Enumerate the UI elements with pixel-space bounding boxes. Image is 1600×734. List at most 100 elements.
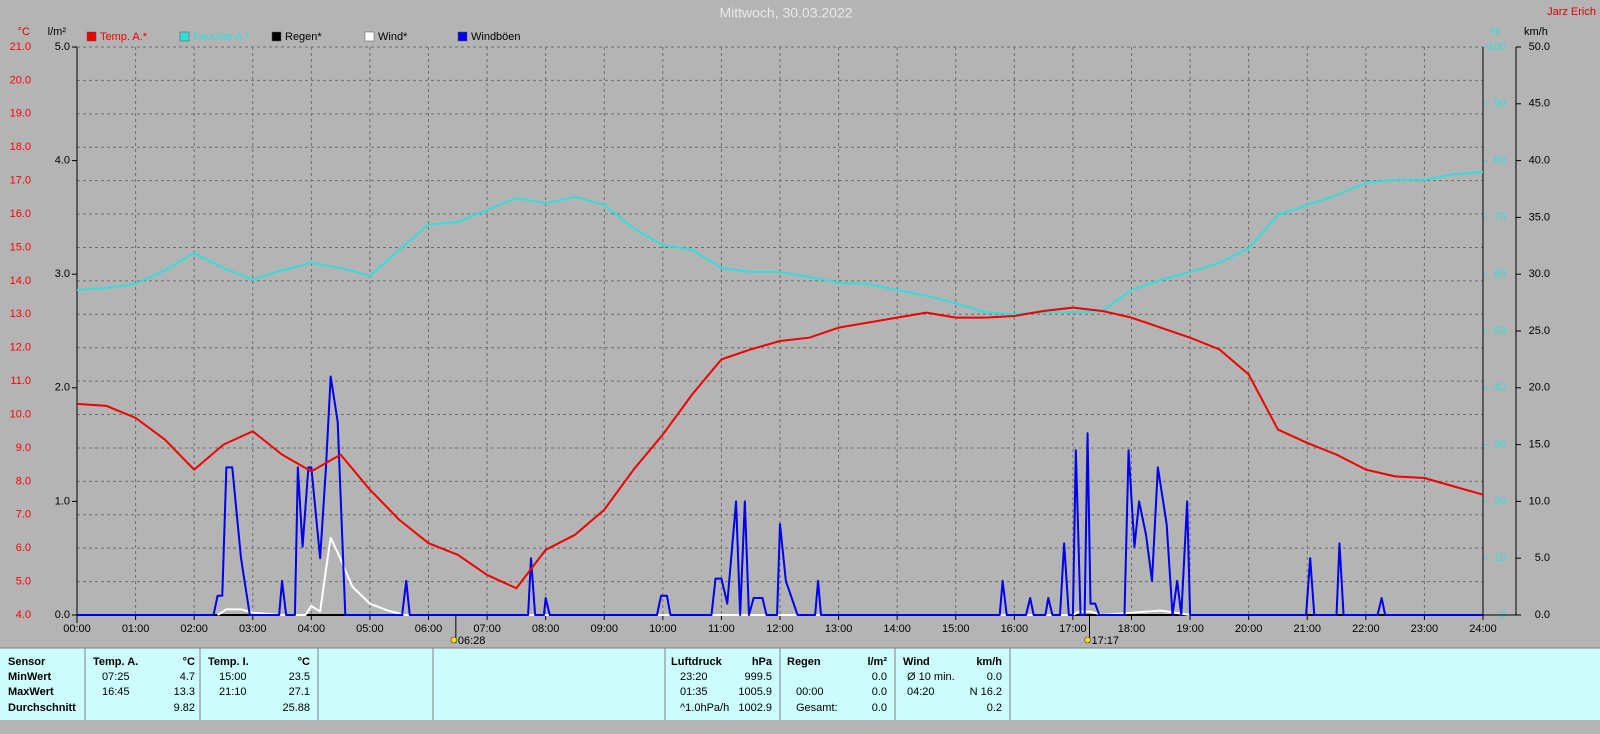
column-unit: km/h: [976, 656, 1002, 668]
y4-unit: km/h: [1524, 26, 1548, 38]
column-unit: hPa: [752, 656, 773, 668]
y4-tick-label: 30.0: [1529, 268, 1550, 280]
y2-tick-label: 4.0: [55, 155, 70, 167]
y4-tick-label: 35.0: [1529, 211, 1550, 223]
legend-swatch: [271, 31, 282, 42]
x-tick-label: 21:00: [1293, 623, 1321, 635]
sun-label: 17:17: [1092, 635, 1120, 647]
x-tick-label: 17:00: [1059, 623, 1087, 635]
y-unit: °C: [18, 26, 30, 38]
y2-tick-label: 0.0: [55, 609, 70, 621]
y3-tick-label: 60: [1494, 268, 1506, 280]
legend-label: Feuchte A.*: [193, 31, 251, 43]
x-tick-label: 20:00: [1235, 623, 1263, 635]
y3-tick-label: 30: [1494, 439, 1506, 451]
y-tick-label: 4.0: [16, 609, 31, 621]
column-unit: l/m²: [867, 656, 887, 668]
cell-time: ^1.0hPa/h: [680, 702, 729, 714]
y-tick-label: 18.0: [10, 141, 31, 153]
cell-value: 1002.9: [738, 702, 772, 714]
cell-value: N 16.2: [970, 686, 1002, 698]
cell-value: 9.82: [174, 702, 195, 714]
cell-value: 23.5: [289, 671, 310, 683]
y4-tick-label: 25.0: [1529, 325, 1550, 337]
y3-tick-label: 40: [1494, 382, 1506, 394]
stats-table: Sensor MinWert MaxWert Durchschnitt Temp. A.…: [0, 647, 1600, 720]
y4-tick-label: 15.0: [1529, 439, 1550, 451]
series-line: [76, 170, 1484, 315]
sun-label: 06:28: [458, 635, 486, 647]
cell-time: 01:35: [680, 686, 708, 698]
stats-panel: [0, 648, 1600, 720]
cell-value: 27.1: [289, 686, 310, 698]
sun-icon: [450, 636, 458, 644]
y-tick-label: 17.0: [10, 175, 31, 187]
x-tick-label: 13:00: [825, 623, 853, 635]
y2-tick-label: 1.0: [55, 495, 70, 507]
cell-time: 23:20: [680, 671, 708, 683]
legend-swatch: [364, 31, 375, 42]
y-tick-label: 9.0: [16, 442, 31, 454]
x-tick-label: 15:00: [942, 623, 970, 635]
y-tick-label: 16.0: [10, 208, 31, 220]
y3-tick-label: 100: [1488, 41, 1506, 53]
y2-unit: l/m²: [48, 26, 67, 38]
y-tick-label: 19.0: [10, 108, 31, 120]
x-tick-label: 12:00: [766, 623, 794, 635]
cell-value: 1005.9: [738, 686, 772, 698]
y-tick-label: 8.0: [16, 475, 31, 487]
y-tick-label: 7.0: [16, 509, 31, 521]
x-tick-label: 04:00: [298, 623, 326, 635]
y-tick-label: 21.0: [10, 41, 31, 53]
x-tick-label: 06:00: [415, 623, 443, 635]
y2-tick-label: 5.0: [55, 41, 70, 53]
y-tick-label: 10.0: [10, 408, 31, 420]
legend-label: Wind*: [378, 31, 408, 43]
series-line: [77, 375, 1483, 616]
cell-time: Gesamt:: [796, 702, 838, 714]
legend-swatch: [86, 31, 97, 42]
x-tick-label: 24:00: [1469, 623, 1497, 635]
grid: 00:00 01:00 02:00 03:00 04:00 05:00 06:00 07:00…: [10, 41, 1550, 647]
y4-tick-label: 5.0: [1535, 552, 1550, 564]
row-label: Sensor: [8, 656, 46, 668]
x-tick-label: 16:00: [1001, 623, 1029, 635]
x-tick-label: 02:00: [180, 623, 208, 635]
x-tick-label: 23:00: [1411, 623, 1439, 635]
cell-value: 0.2: [987, 702, 1002, 714]
cell-time: 00:00: [796, 686, 824, 698]
cell-value: 13.3: [174, 686, 195, 698]
y3-tick-label: 70: [1494, 211, 1506, 223]
cell-value: 0.0: [872, 686, 887, 698]
x-tick-label: 10:00: [649, 623, 677, 635]
cell-time: 07:25: [102, 671, 130, 683]
sun-icon: [1084, 636, 1091, 644]
y3-tick-label: 90: [1494, 98, 1506, 110]
x-tick-label: 19:00: [1176, 623, 1204, 635]
y4-tick-label: 40.0: [1529, 155, 1550, 167]
legend-swatch: [179, 31, 190, 42]
cell-time: 04:20: [907, 686, 935, 698]
column-unit: °C: [183, 656, 195, 668]
y-tick-label: 11.0: [10, 375, 31, 387]
cell-value: 0.0: [872, 702, 887, 714]
x-tick-label: 05:00: [356, 623, 384, 635]
cell-time: 21:10: [219, 686, 247, 698]
x-tick-label: 11:00: [708, 623, 735, 635]
column-header: Temp. I.: [208, 656, 249, 668]
legend-label: Regen*: [285, 31, 322, 43]
cell-value: 4.7: [180, 671, 195, 683]
y-tick-label: 15.0: [10, 241, 31, 253]
y4-tick-label: 20.0: [1529, 382, 1550, 394]
y-tick-label: 6.0: [16, 542, 31, 554]
legend: Temp. A.* Feuchte A.* Regen* Wind* Windböen: [86, 31, 521, 43]
legend-label: Windböen: [471, 31, 521, 43]
row-label: MinWert: [8, 671, 52, 683]
column-header: Regen: [787, 656, 821, 668]
y2-tick-label: 3.0: [55, 268, 70, 280]
y3-tick-label: 10: [1494, 552, 1506, 564]
cell-value: 0.0: [872, 671, 887, 683]
x-tick-label: 03:00: [239, 623, 267, 635]
